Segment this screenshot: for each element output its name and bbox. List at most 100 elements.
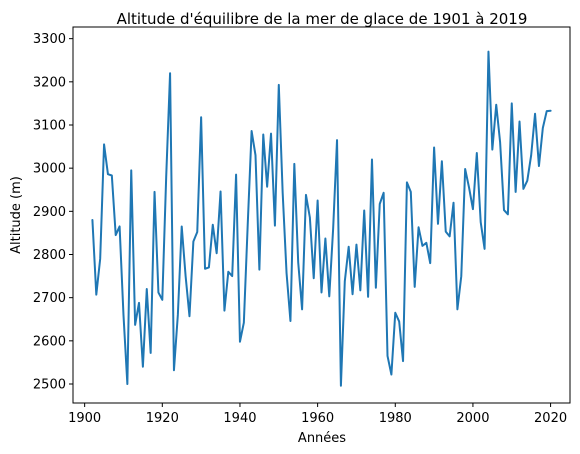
data-point [106, 173, 109, 176]
data-point [250, 130, 253, 133]
data-point [378, 202, 381, 205]
y-tick-label: 3000 [33, 162, 66, 177]
data-point [526, 179, 529, 182]
data-point [211, 223, 214, 226]
x-tick-label: 1980 [379, 411, 412, 426]
x-tick-label: 1900 [68, 411, 101, 426]
data-point [464, 168, 467, 171]
data-point [122, 313, 125, 316]
data-point [355, 243, 358, 246]
data-point [110, 174, 113, 177]
data-point [192, 240, 195, 243]
data-point [169, 72, 172, 75]
data-point [382, 191, 385, 194]
data-point [332, 227, 335, 230]
data-point [429, 262, 432, 265]
data-point [293, 162, 296, 165]
data-point [343, 280, 346, 283]
x-tick-label: 1940 [223, 411, 256, 426]
data-point [91, 218, 94, 221]
data-point [444, 230, 447, 233]
data-point [118, 225, 121, 228]
data-point [281, 191, 284, 194]
y-tick-label: 3100 [33, 118, 66, 133]
data-point [316, 199, 319, 202]
data-point [258, 268, 261, 271]
data-point [215, 252, 218, 255]
x-axis-title: Années [298, 431, 346, 446]
data-point [347, 245, 350, 248]
data-point [176, 313, 179, 316]
data-point [242, 321, 245, 324]
data-point [196, 231, 199, 234]
y-tick-label: 2700 [33, 291, 66, 306]
y-tick-label: 3300 [33, 32, 66, 47]
chart-title: Altitude d'équilibre de la mer de glace … [117, 10, 528, 28]
data-point [518, 120, 521, 123]
data-point [460, 275, 463, 278]
data-point [545, 110, 548, 113]
data-point [495, 103, 498, 106]
data-point [409, 190, 412, 193]
data-point [440, 160, 443, 163]
data-point [99, 257, 102, 260]
data-point [471, 208, 474, 211]
data-point [114, 234, 117, 237]
data-point [522, 187, 525, 190]
data-point [370, 158, 373, 161]
data-point [398, 320, 401, 323]
data-point [304, 193, 307, 196]
data-point [273, 224, 276, 227]
data-point [227, 270, 230, 273]
x-tick-label: 1920 [146, 411, 179, 426]
data-point [425, 241, 428, 244]
data-point [468, 186, 471, 189]
data-point [541, 127, 544, 130]
data-point [207, 266, 210, 269]
data-point [157, 291, 160, 294]
data-point [235, 173, 238, 176]
data-point [502, 209, 505, 212]
data-point [95, 293, 98, 296]
y-tick-label: 2900 [33, 205, 66, 220]
data-point [126, 383, 129, 386]
data-point [413, 285, 416, 288]
data-point [405, 181, 408, 184]
data-point [200, 116, 203, 119]
data-point [514, 190, 517, 193]
plot-area: 1900 1920 1940 1960 1980 2000 2020 2500 2600 270… [33, 26, 571, 426]
y-tick-label: 2800 [33, 248, 66, 263]
data-point [386, 354, 389, 357]
data-point [266, 185, 269, 188]
data-point [510, 102, 513, 105]
data-point [436, 222, 439, 225]
data-point [161, 298, 164, 301]
data-point [301, 308, 304, 311]
data-point [487, 50, 490, 53]
x-tick-label: 2020 [534, 411, 567, 426]
data-point [204, 267, 207, 270]
data-point [153, 190, 156, 193]
data-point [262, 133, 265, 136]
x-axis: 1900 1920 1940 1960 1980 2000 2020 [68, 403, 567, 426]
data-point [367, 295, 370, 298]
data-point [549, 109, 552, 112]
data-point [149, 351, 152, 354]
y-axis-title: Altitude (m) [9, 176, 24, 254]
data-point [351, 293, 354, 296]
data-point [308, 216, 311, 219]
data-point [336, 139, 339, 142]
data-point [297, 261, 300, 264]
data-point [456, 308, 459, 311]
data-point [534, 112, 537, 115]
data-point [363, 209, 366, 212]
data-point [312, 277, 315, 280]
data-point [394, 311, 397, 314]
series-line [91, 50, 552, 387]
y-tick-label: 2500 [33, 378, 66, 393]
data-point [499, 141, 502, 144]
data-point [339, 384, 342, 387]
data-point [231, 275, 234, 278]
data-point [219, 190, 222, 193]
